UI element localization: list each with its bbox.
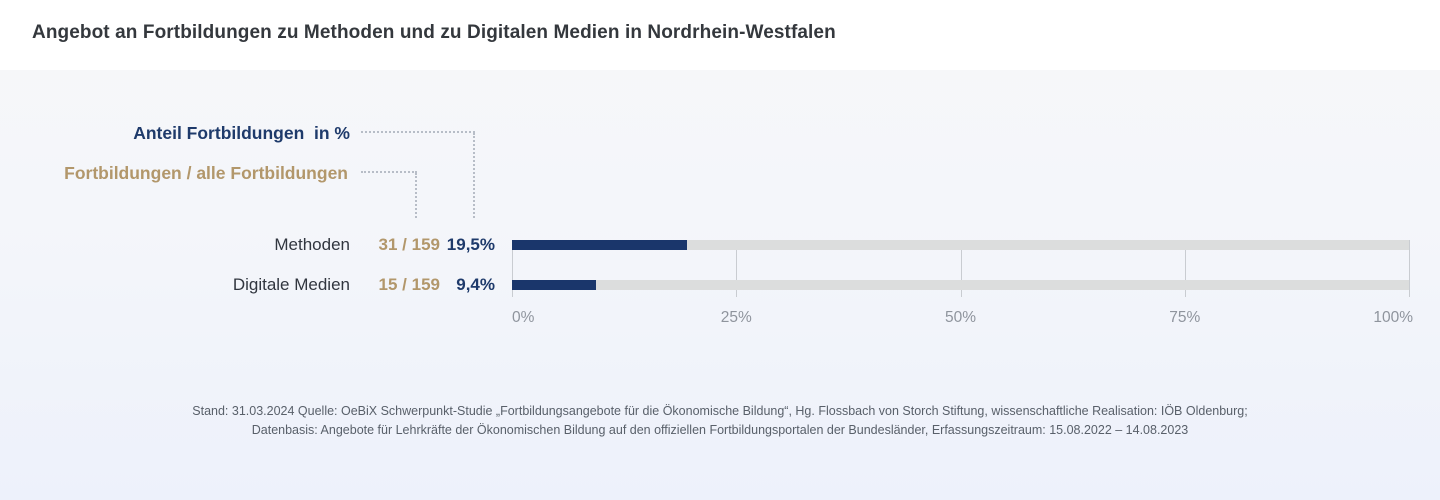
fraction-value: 15 / 159 [378, 275, 440, 294]
category-label: Digitale Medien [232, 275, 350, 294]
fraction-connector-line-vertical [415, 173, 417, 218]
x-axis-tick: 0% [512, 309, 535, 326]
percent-connector-line-vertical [473, 133, 475, 218]
bar-fill [512, 280, 597, 290]
header: Angebot an Fortbildungen zu Methoden und… [0, 0, 1440, 70]
bar-row-digitale-medien: Digitale Medien 15 / 159 9,4% [0, 274, 1440, 296]
x-axis: 0% 25% 50% 75% 100% [512, 309, 1413, 329]
x-axis-tick: 75% [1169, 309, 1201, 326]
x-axis-tick: 50% [944, 309, 977, 326]
chart-title: Angebot an Fortbildungen zu Methoden und… [32, 22, 836, 43]
category-label: Methoden [274, 235, 350, 254]
source-note: Stand: 31.03.2024 Quelle: OeBiX Schwerpu… [0, 402, 1440, 440]
legend-percent-label: Anteil Fortbildungen in % [133, 123, 350, 143]
fraction-connector-line-horizontal [361, 171, 417, 173]
percent-connector-line-horizontal [361, 131, 475, 133]
bar-track [512, 280, 1409, 290]
bar-row-methoden: Methoden 31 / 159 19,5% [0, 234, 1440, 256]
bar-fill [512, 240, 687, 250]
fraction-value: 31 / 159 [378, 235, 440, 254]
bar-track [512, 240, 1409, 250]
source-note-line1: Stand: 31.03.2024 Quelle: OeBiX Schwerpu… [192, 404, 1248, 418]
percent-value: 19,5% [446, 235, 495, 254]
source-note-line2: Datenbasis: Angebote für Lehrkräfte der … [251, 423, 1189, 437]
x-axis-tick: 25% [720, 309, 752, 326]
legend-fraction-label: Fortbildungen / alle Fortbildungen [64, 163, 348, 183]
x-axis-tick: 100% [1373, 309, 1413, 326]
percent-value: 9,4% [456, 275, 495, 294]
